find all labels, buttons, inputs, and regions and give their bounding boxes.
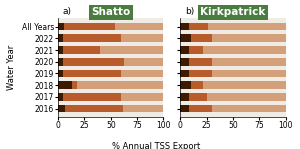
Bar xyxy=(63,46,100,54)
Bar xyxy=(58,93,63,101)
Y-axis label: Water Year: Water Year xyxy=(7,45,16,90)
Bar xyxy=(123,105,164,112)
Bar xyxy=(189,58,212,66)
Bar xyxy=(58,23,64,30)
Bar xyxy=(212,58,286,66)
Bar xyxy=(212,105,286,112)
Bar xyxy=(191,81,203,89)
Bar xyxy=(202,46,286,54)
Bar xyxy=(58,34,63,42)
Bar xyxy=(63,70,121,77)
Bar xyxy=(58,58,63,66)
Bar xyxy=(202,81,286,89)
Bar xyxy=(121,93,164,101)
Bar xyxy=(64,23,115,30)
Bar xyxy=(180,34,191,42)
Text: % Annual TSS Export: % Annual TSS Export xyxy=(112,142,200,149)
Bar xyxy=(189,70,212,77)
Bar xyxy=(189,93,207,101)
Bar xyxy=(100,46,164,54)
Text: a): a) xyxy=(62,7,71,16)
Bar xyxy=(208,23,286,30)
Bar xyxy=(180,23,189,30)
Bar xyxy=(58,105,65,112)
Bar xyxy=(58,46,63,54)
Bar xyxy=(72,81,77,89)
Bar xyxy=(189,23,208,30)
Bar xyxy=(212,70,286,77)
Bar xyxy=(121,34,164,42)
Bar xyxy=(189,105,212,112)
Bar xyxy=(207,93,286,101)
Title: Shatto: Shatto xyxy=(91,7,130,17)
Bar xyxy=(180,81,191,89)
Bar xyxy=(77,81,164,89)
Bar xyxy=(58,70,63,77)
Bar xyxy=(180,93,189,101)
Bar xyxy=(65,105,123,112)
Bar xyxy=(115,23,164,30)
Bar xyxy=(212,34,286,42)
Bar xyxy=(189,46,202,54)
Bar xyxy=(180,70,189,77)
Bar xyxy=(180,58,189,66)
Bar xyxy=(191,34,212,42)
Title: Kirkpatrick: Kirkpatrick xyxy=(200,7,266,17)
Bar xyxy=(121,70,164,77)
Bar xyxy=(63,93,121,101)
Bar xyxy=(180,105,189,112)
Bar xyxy=(58,81,72,89)
Bar xyxy=(180,46,189,54)
Bar xyxy=(124,58,164,66)
Bar xyxy=(63,58,124,66)
Text: b): b) xyxy=(184,7,194,16)
Bar xyxy=(63,34,121,42)
